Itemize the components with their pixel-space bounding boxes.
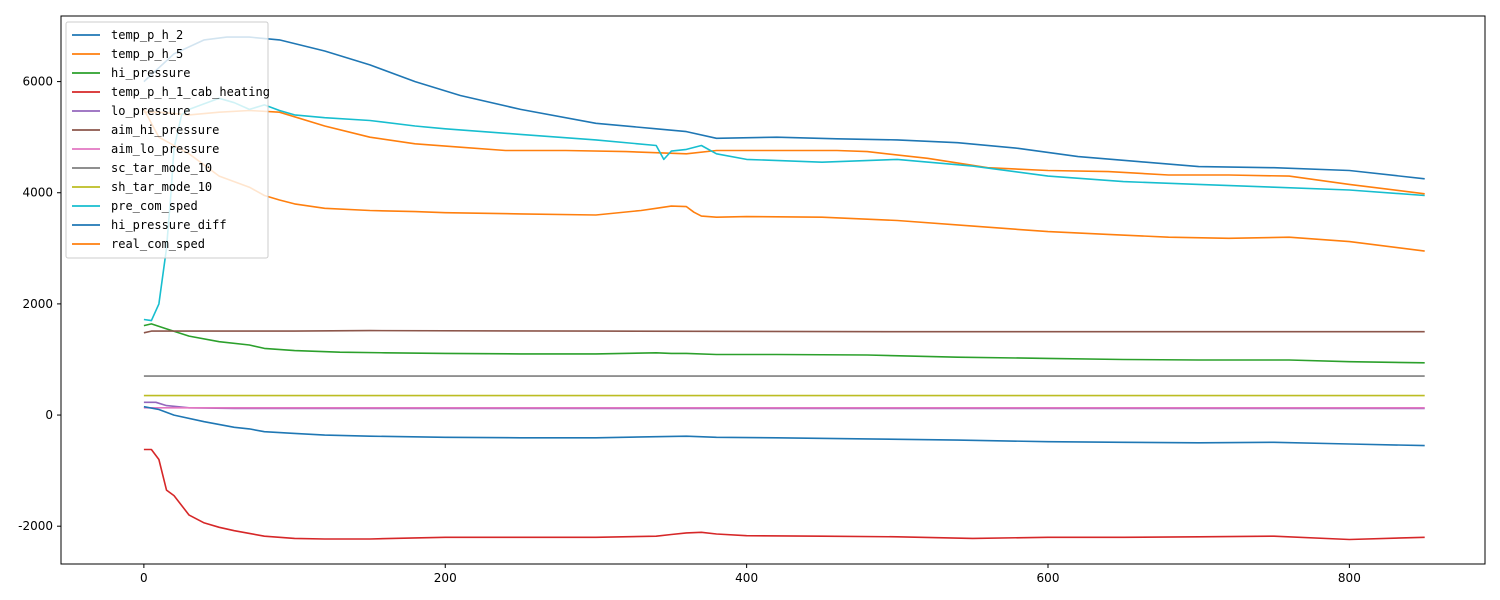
legend-label: lo_pressure	[111, 104, 190, 118]
series-layer	[143, 36, 1425, 541]
legend-label: real_com_sped	[111, 237, 205, 251]
legend: temp_p_h_2 temp_p_h_5 hi_pressure temp_p_h_…	[65, 21, 270, 259]
x-tick-label: 400	[735, 571, 758, 585]
y-tick-label: 2000	[22, 297, 53, 311]
y-tick-label: 4000	[22, 186, 53, 200]
legend-label: aim_lo_pressure	[111, 142, 219, 156]
y-tick-label: -2000	[18, 519, 53, 533]
series-line-temp-p-h-1-cab-heating	[143, 448, 1425, 541]
legend-label: pre_com_sped	[111, 199, 198, 213]
x-tick-label: 0	[140, 571, 148, 585]
legend-label: sh_tar_mode_10	[111, 180, 212, 194]
legend-label: temp_p_h_2	[111, 28, 183, 42]
legend-label: sc_tar_mode_10	[111, 161, 212, 175]
series-line-hi-pressure	[143, 323, 1425, 364]
x-tick-label: 600	[1037, 571, 1060, 585]
y-axis: -2000 0 2000 4000 6000	[18, 75, 61, 533]
series-line-aim-hi-pressure	[143, 329, 1425, 334]
legend-label: aim_hi_pressure	[111, 123, 219, 137]
legend-label: temp_p_h_1_cab_heating	[111, 85, 270, 99]
plot-frame	[60, 15, 1486, 565]
y-tick-label: 6000	[22, 75, 53, 89]
y-tick-label: 0	[45, 408, 53, 422]
legend-label: temp_p_h_5	[111, 47, 183, 61]
plot-area	[61, 16, 1485, 564]
legend-label: hi_pressure_diff	[111, 218, 227, 232]
x-tick-label: 800	[1338, 571, 1361, 585]
x-axis: 0 200 400 600 800	[140, 564, 1361, 585]
legend-box	[65, 21, 269, 259]
series-line-hi-pressure-diff	[143, 405, 1425, 447]
x-tick-label: 200	[434, 571, 457, 585]
legend-label: hi_pressure	[111, 66, 190, 80]
